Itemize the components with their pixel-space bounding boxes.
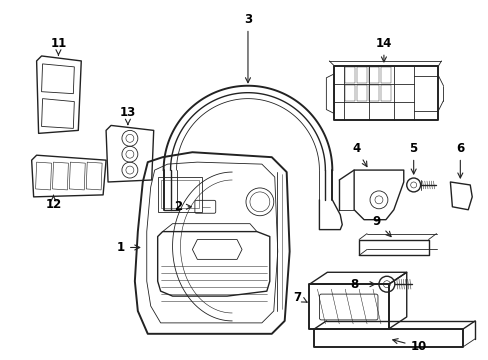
Bar xyxy=(356,67,366,83)
Bar xyxy=(157,177,202,212)
Text: 9: 9 xyxy=(372,215,390,237)
Text: 13: 13 xyxy=(120,106,136,125)
Bar xyxy=(368,67,378,83)
Text: 14: 14 xyxy=(375,37,391,62)
Text: 6: 6 xyxy=(455,142,464,178)
Text: 8: 8 xyxy=(349,278,374,291)
Text: 12: 12 xyxy=(45,195,61,211)
Text: 4: 4 xyxy=(351,142,366,167)
Text: 2: 2 xyxy=(174,200,191,213)
Bar xyxy=(380,67,390,83)
Bar xyxy=(161,180,199,208)
Bar xyxy=(345,67,354,83)
Bar xyxy=(356,85,366,100)
Text: 11: 11 xyxy=(50,37,66,55)
Bar xyxy=(345,85,354,100)
Bar xyxy=(380,85,390,100)
Bar xyxy=(368,85,378,100)
Text: 3: 3 xyxy=(244,13,251,83)
Text: 10: 10 xyxy=(392,339,426,353)
Text: 7: 7 xyxy=(293,291,306,303)
Text: 1: 1 xyxy=(117,241,140,254)
Text: 5: 5 xyxy=(409,142,417,174)
